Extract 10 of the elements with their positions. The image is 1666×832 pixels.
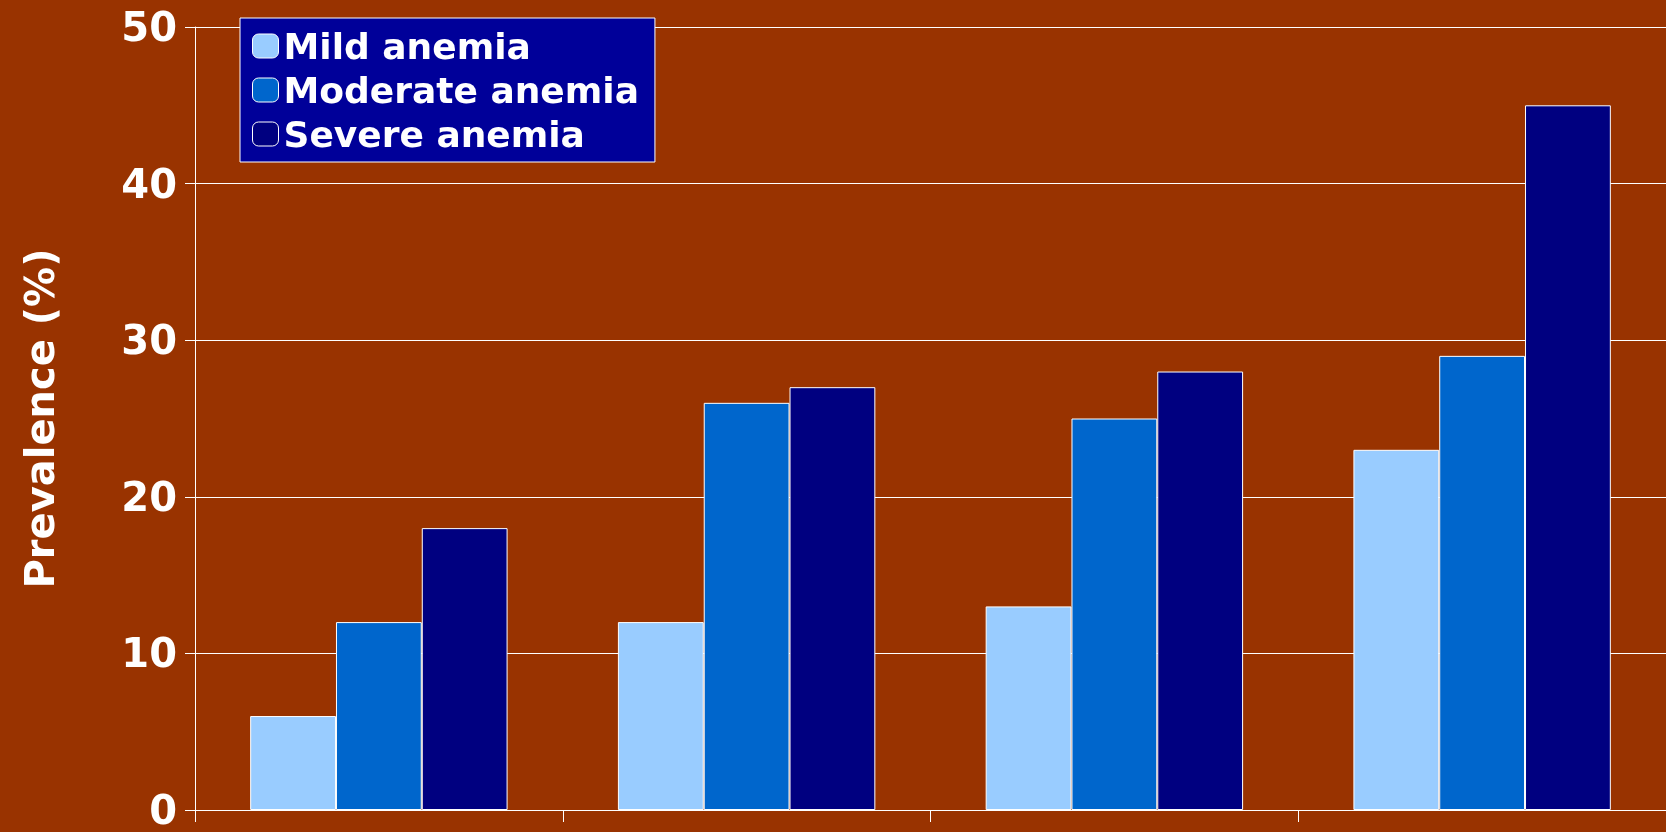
legend-label: Moderate anemia	[283, 69, 639, 111]
legend-label: Mild anemia	[283, 25, 531, 67]
y-axis-title: Prevalence (%)	[17, 248, 63, 589]
y-tick-label: 40	[121, 160, 177, 207]
y-tick-label: 30	[121, 317, 177, 364]
y-tick-label: 10	[121, 630, 177, 677]
y-tick-label: 50	[121, 4, 177, 50]
legend-label: Severe anemia	[283, 113, 585, 155]
y-tick-label: 0	[149, 787, 177, 832]
y-tick-label: 20	[121, 473, 177, 520]
